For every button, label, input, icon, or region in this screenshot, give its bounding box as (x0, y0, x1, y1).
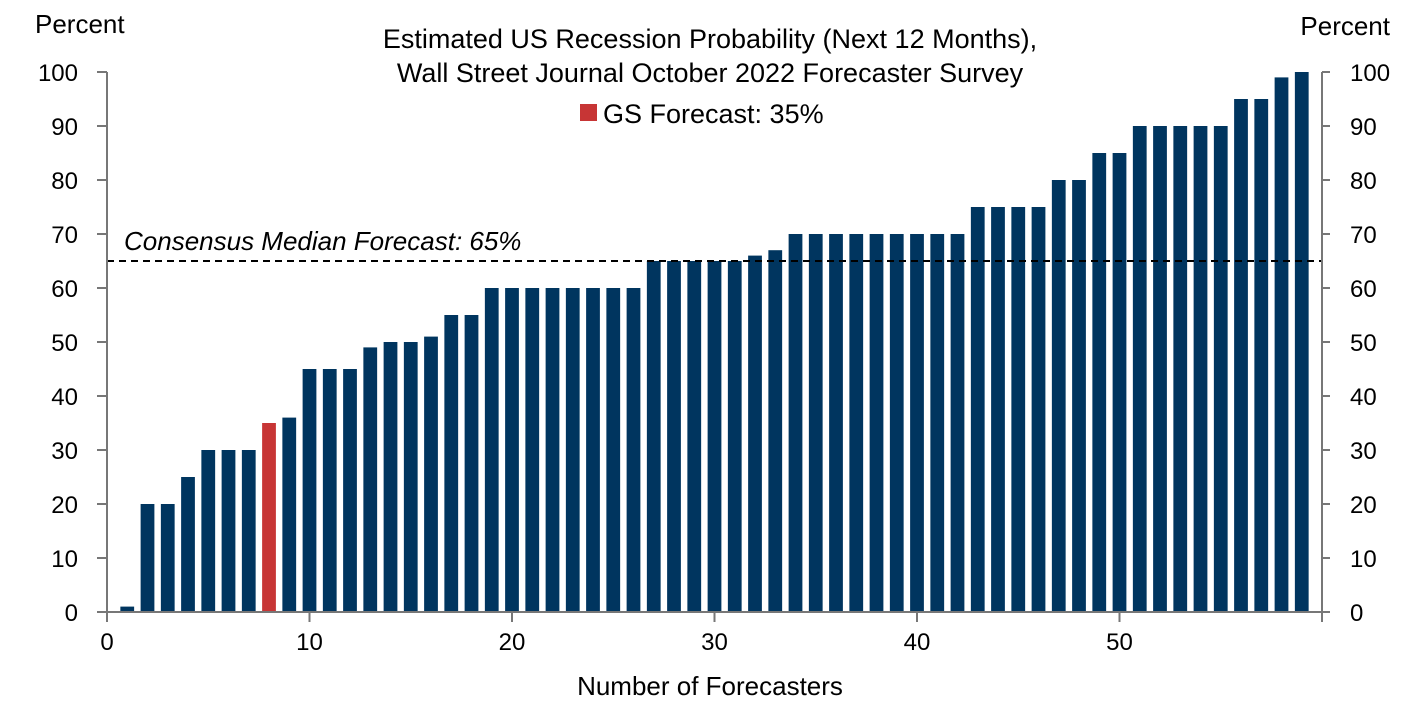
bar-forecaster-51 (1132, 126, 1147, 612)
y-tick-label-right-70: 70 (1350, 222, 1377, 249)
bar-forecaster-55 (1213, 126, 1228, 612)
x-tick-label-0: 0 (100, 629, 113, 656)
bar-forecaster-58 (1274, 77, 1289, 612)
y-tick-label-right-10: 10 (1350, 546, 1377, 573)
y-axis-title-right: Percent (1300, 11, 1390, 41)
y-axis-title-left: Percent (35, 9, 125, 39)
x-tick-label-20: 20 (499, 629, 526, 656)
bar-forecaster-32 (748, 255, 762, 612)
bar-forecaster-27 (646, 261, 661, 612)
bar-forecaster-28 (667, 261, 681, 612)
y-tick-label-right-90: 90 (1350, 114, 1377, 141)
bar-forecaster-2 (140, 504, 155, 612)
bar-forecaster-46 (1031, 207, 1046, 612)
bar-forecaster-42 (950, 234, 965, 612)
bar-forecaster-14 (383, 342, 398, 612)
bar-forecaster-49 (1092, 153, 1107, 612)
y-tick-label-right-30: 30 (1350, 438, 1377, 465)
bar-forecaster-3 (160, 504, 175, 612)
bar-forecaster-22 (545, 288, 560, 612)
x-axis-title: Number of Forecasters (577, 671, 843, 701)
chart-title-line-2: Wall Street Journal October 2022 Forecas… (397, 58, 1024, 88)
bar-forecaster-45 (1011, 207, 1026, 612)
bar-forecaster-39 (889, 234, 904, 612)
y-tick-label-left-70: 70 (51, 222, 78, 249)
bar-forecaster-4 (181, 477, 195, 612)
bar-forecaster-52 (1153, 126, 1167, 612)
bar-forecaster-34 (788, 234, 803, 612)
y-tick-label-left-50: 50 (51, 330, 78, 357)
x-tick-label-40: 40 (904, 629, 931, 656)
bar-forecaster-35 (808, 234, 823, 612)
bar-forecaster-31 (727, 261, 742, 612)
y-tick-label-left-10: 10 (51, 546, 78, 573)
y-tick-label-left-60: 60 (51, 276, 78, 303)
legend-label-gs-forecast: GS Forecast: 35% (603, 99, 824, 129)
x-tick-label-30: 30 (701, 629, 728, 656)
y-tick-label-left-80: 80 (51, 168, 78, 195)
bar-forecaster-7 (241, 450, 256, 612)
y-tick-label-left-30: 30 (51, 438, 78, 465)
bar-forecaster-33 (768, 250, 783, 612)
chart-title-line-1: Estimated US Recession Probability (Next… (383, 24, 1037, 54)
bar-forecaster-30 (707, 261, 722, 612)
consensus-median-line-group: Consensus Median Forecast: 65% (107, 226, 1322, 262)
bar-forecaster-47 (1051, 180, 1066, 612)
bar-forecaster-26 (626, 288, 641, 612)
y-tick-label-right-40: 40 (1350, 384, 1377, 411)
y-tick-label-left-40: 40 (51, 384, 78, 411)
bar-forecaster-5 (201, 450, 216, 612)
bar-forecaster-10 (302, 369, 317, 612)
bar-forecaster-41 (930, 234, 945, 612)
bar-forecaster-43 (970, 207, 985, 612)
y-tick-label-left-0: 0 (65, 600, 78, 627)
bar-forecaster-18 (464, 315, 479, 612)
bar-forecaster-9 (282, 417, 297, 612)
bar-forecaster-50 (1112, 153, 1127, 612)
bar-forecaster-24 (586, 288, 600, 612)
bar-forecaster-19 (484, 288, 499, 612)
x-tick-label-10: 10 (296, 629, 323, 656)
bar-forecaster-48 (1072, 180, 1086, 612)
bar-forecaster-6 (221, 450, 236, 612)
bar-forecaster-23 (565, 288, 580, 612)
legend-swatch-gs-forecast (580, 104, 597, 121)
bar-forecaster-38 (869, 234, 884, 612)
bar-series (120, 72, 1309, 612)
y-tick-label-right-100: 100 (1350, 60, 1390, 87)
bar-forecaster-16 (424, 336, 438, 612)
bar-forecaster-25 (606, 288, 621, 612)
bar-forecaster-40 (910, 234, 924, 612)
y-tick-label-right-20: 20 (1350, 492, 1377, 519)
bar-forecaster-36 (829, 234, 843, 612)
bar-forecaster-12 (343, 369, 357, 612)
consensus-median-label: Consensus Median Forecast: 65% (124, 226, 521, 256)
bar-forecaster-54 (1193, 126, 1208, 612)
bar-forecaster-44 (991, 207, 1005, 612)
y-tick-label-left-100: 100 (38, 60, 78, 87)
bar-forecaster-13 (363, 347, 378, 612)
y-tick-label-left-90: 90 (51, 114, 78, 141)
bar-forecaster-57 (1254, 99, 1269, 612)
y-tick-label-left-20: 20 (51, 492, 78, 519)
bar-forecaster-56 (1234, 99, 1248, 612)
x-tick-label-50: 50 (1106, 629, 1133, 656)
y-tick-label-right-50: 50 (1350, 330, 1377, 357)
bar-forecaster-29 (687, 261, 702, 612)
bar-gs-forecast (262, 423, 276, 612)
bar-forecaster-15 (403, 342, 418, 612)
bar-forecaster-11 (322, 369, 337, 612)
bar-forecaster-53 (1173, 126, 1188, 612)
bar-forecaster-37 (849, 234, 864, 612)
bar-forecaster-17 (444, 315, 459, 612)
y-tick-label-right-0: 0 (1350, 600, 1363, 627)
bar-forecaster-1 (120, 606, 135, 612)
bar-forecaster-59 (1294, 72, 1309, 612)
y-tick-label-right-60: 60 (1350, 276, 1377, 303)
bar-forecaster-21 (525, 288, 540, 612)
y-tick-label-right-80: 80 (1350, 168, 1377, 195)
bar-forecaster-20 (505, 288, 519, 612)
